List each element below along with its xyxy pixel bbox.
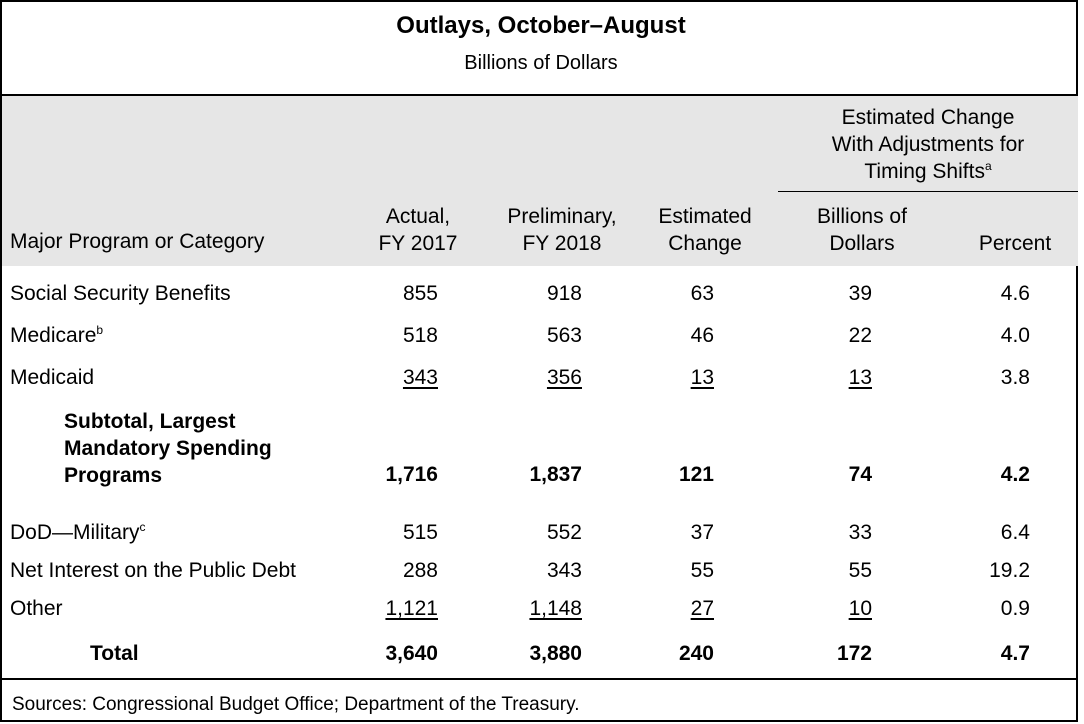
header-category: Major Program or Category: [10, 230, 265, 253]
footnote-marker: c: [139, 520, 146, 534]
cell-preliminary: 356: [546, 366, 582, 389]
cell-actual: 855: [402, 282, 438, 305]
cell-percent: 4.6: [1000, 282, 1030, 305]
cell-preliminary: 343: [546, 559, 582, 582]
row-label: DoD—Militaryc: [10, 520, 146, 544]
cell-change: 121: [678, 463, 714, 486]
subtotal-label: Subtotal, Largest Mandatory Spending Pro…: [64, 410, 272, 487]
cell-percent: 19.2: [989, 559, 1030, 582]
row-label: Other: [10, 597, 63, 620]
cell-change: 27: [690, 597, 714, 620]
header-billions-of-dollars: Billions of Dollars: [817, 205, 907, 255]
cell-actual: 518: [402, 324, 438, 347]
cell-actual: 288: [402, 559, 438, 582]
cell-percent: 0.9: [1000, 597, 1030, 620]
row-label: Medicaid: [10, 366, 95, 389]
cell-percent: 6.4: [1000, 521, 1030, 544]
cell-preliminary: 563: [546, 324, 582, 347]
cell-preliminary: 1,148: [529, 597, 582, 620]
cell-actual: 1,716: [385, 463, 438, 486]
footer-divider: [2, 678, 1078, 680]
cell-change: 13: [690, 366, 714, 389]
header-adjusted-group: Estimated Change With Adjustments for Ti…: [831, 106, 1025, 183]
cell-adjusted: 10: [848, 597, 872, 620]
cell-adjusted: 33: [848, 521, 872, 544]
cell-change: 55: [690, 559, 714, 582]
cell-actual: 3,640: [385, 642, 438, 665]
cell-adjusted: 55: [848, 559, 872, 582]
cell-adjusted: 74: [848, 463, 872, 486]
cell-preliminary: 1,837: [529, 463, 582, 486]
cell-change: 240: [678, 642, 714, 665]
cell-actual: 1,121: [385, 597, 438, 620]
cell-percent: 3.8: [1000, 366, 1030, 389]
row-label: Net Interest on the Public Debt: [10, 559, 296, 582]
cell-percent: 4.2: [1000, 463, 1030, 486]
header-percent: Percent: [978, 232, 1052, 255]
row-label: Social Security Benefits: [10, 282, 231, 305]
header-group-rule: [778, 191, 1078, 192]
table-subtitle: Billions of Dollars: [464, 52, 618, 74]
cell-adjusted: 39: [848, 282, 872, 305]
table-title: Outlays, October–August: [396, 12, 686, 39]
cell-change: 63: [690, 282, 714, 305]
cell-percent: 4.7: [1000, 642, 1030, 665]
cell-adjusted: 13: [848, 366, 872, 389]
cell-preliminary: 552: [546, 521, 582, 544]
cell-preliminary: 918: [546, 282, 582, 305]
row-label: Medicareb: [10, 323, 104, 347]
header-preliminary-fy2018: Preliminary, FY 2018: [507, 205, 617, 255]
cell-adjusted: 172: [836, 642, 872, 665]
footnote-marker: b: [96, 323, 104, 337]
table-header: [2, 94, 1078, 266]
cell-percent: 4.0: [1000, 324, 1030, 347]
cell-actual: 343: [402, 366, 438, 389]
cell-adjusted: 22: [848, 324, 872, 347]
cell-actual: 515: [402, 521, 438, 544]
sources-note: Sources: Congressional Budget Office; De…: [12, 694, 580, 715]
header-actual-fy2017: Actual, FY 2017: [378, 205, 458, 255]
cell-change: 46: [690, 324, 714, 347]
cell-change: 37: [690, 521, 714, 544]
header-estimated-change: Estimated Change: [658, 205, 752, 255]
cell-preliminary: 3,880: [529, 642, 582, 665]
row-label: Total: [90, 642, 139, 665]
